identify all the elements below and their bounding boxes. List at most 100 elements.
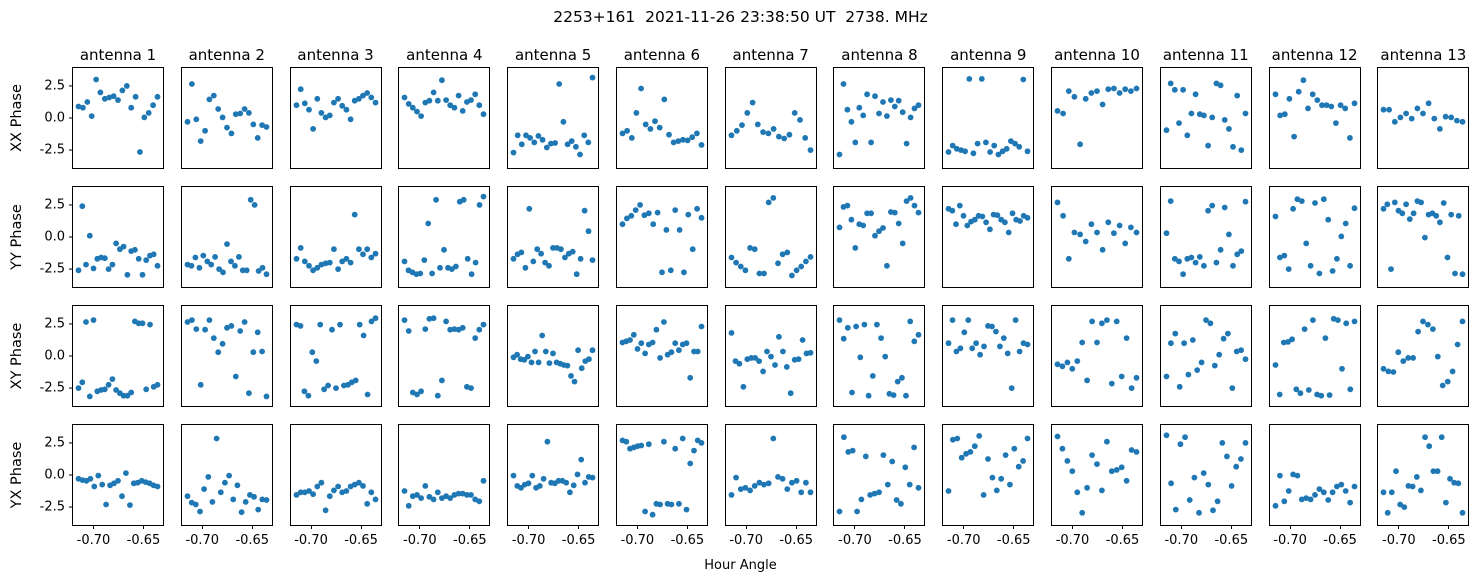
- scatter-points: [69, 317, 161, 400]
- y-axis-label-row1: XX Phase: [9, 84, 25, 152]
- y-tick-label: -2.5: [39, 380, 65, 396]
- x-tick-label: -0.70: [511, 533, 546, 548]
- scatter-points: [728, 195, 814, 279]
- scatter-points: [837, 434, 922, 529]
- scatter-points: [1380, 318, 1466, 389]
- scatter-points: [1054, 317, 1140, 391]
- y-axis-label-row2: YY Phase: [9, 204, 25, 270]
- x-tick-label: -0.65: [561, 533, 596, 548]
- scatter-points: [1272, 471, 1357, 529]
- scatter-points: [728, 435, 814, 529]
- panel-title-col12: antenna 12: [1271, 46, 1358, 64]
- scatter-panel-yy-antenna9: [942, 186, 1035, 288]
- scatter-points: [619, 85, 705, 148]
- x-tick-label: -0.70: [1382, 533, 1416, 548]
- panel-title-col1: antenna 1: [79, 46, 157, 64]
- scatter-panel-xy-antenna12: [1268, 305, 1361, 407]
- scatter-panel-yx-antenna13: [1377, 424, 1470, 529]
- scatter-points: [945, 202, 1031, 236]
- scatter-points: [1272, 196, 1357, 277]
- scatter-panel-xy-antenna6: [615, 305, 708, 407]
- scatter-panel-yx-antenna12: [1268, 424, 1361, 529]
- x-tick-label: -0.65: [235, 533, 270, 548]
- scatter-panel-xx-antenna6: [615, 67, 708, 169]
- x-tick-label: -0.65: [1323, 533, 1357, 548]
- scatter-points: [728, 330, 814, 397]
- scatter-panel-xy-antenna3: [289, 305, 382, 407]
- x-tick-label: -0.65: [1105, 533, 1140, 548]
- y-tick-label: 2.5: [44, 78, 65, 94]
- scatter-points: [1054, 85, 1140, 148]
- y-tick-label: 0.0: [44, 348, 65, 364]
- scatter-panel-xx-antenna8: [833, 67, 926, 169]
- scatter-panel-xx-antenna10: [1051, 67, 1144, 169]
- scatter-points: [1380, 100, 1466, 132]
- scatter-points: [510, 332, 596, 385]
- scatter-panel-yx-antenna3: [289, 424, 382, 529]
- x-axis-label: Hour Angle: [704, 558, 777, 573]
- scatter-panel-xy-antenna9: [942, 305, 1035, 407]
- y-axis-label-row4: YX Phase: [9, 441, 25, 509]
- scatter-panel-yy-antenna4: [398, 186, 491, 288]
- y-tick-label: 0.0: [44, 110, 65, 126]
- scatter-panel-xy-antenna13: [1377, 305, 1470, 407]
- scatter-points: [1380, 434, 1466, 529]
- scatter-points: [184, 317, 270, 400]
- y-tick-label: 2.5: [44, 435, 65, 451]
- scatter-panel-xy-antenna8: [833, 305, 926, 407]
- scatter-points: [401, 477, 487, 529]
- y-tick-label: 2.5: [44, 197, 65, 213]
- scatter-panel-xx-antenna12: [1268, 67, 1361, 169]
- x-tick-label: -0.65: [670, 533, 705, 548]
- y-tick-label: 0.0: [44, 229, 65, 245]
- x-tick-label: -0.70: [76, 533, 111, 548]
- x-tick-label: -0.70: [729, 533, 763, 548]
- panel-title-col6: antenna 6: [623, 46, 701, 64]
- x-tick-label: -0.65: [888, 533, 922, 548]
- scatter-panel-yy-antenna6: [615, 186, 708, 288]
- y-tick-label: 2.5: [44, 316, 65, 332]
- scatter-points: [1272, 315, 1357, 399]
- scatter-points: [1380, 198, 1466, 278]
- scatter-panel-xy-antenna11: [1159, 305, 1252, 407]
- x-tick-label: -0.70: [838, 533, 872, 548]
- y-tick-label: -2.5: [39, 261, 65, 277]
- panel-title-col10: antenna 10: [1054, 46, 1140, 64]
- x-tick-label: -0.65: [344, 533, 378, 548]
- scatter-panel-yx-antenna2: [180, 424, 273, 529]
- scatter-panel-yx-antenna8: [833, 424, 926, 529]
- scatter-panel-yy-antenna2: [180, 186, 273, 288]
- scatter-points: [1272, 77, 1357, 141]
- scatter-panel-yy-antenna10: [1051, 186, 1144, 288]
- x-tick-label: -0.70: [1055, 533, 1090, 548]
- scatter-panel-yx-antenna7: [724, 424, 817, 529]
- y-tick-label: 0.0: [44, 467, 65, 483]
- scatter-panel-yy-antenna7: [724, 186, 817, 288]
- x-tick-label: -0.70: [403, 533, 437, 548]
- x-tick-label: -0.70: [185, 533, 220, 548]
- x-tick-label: -0.65: [779, 533, 813, 548]
- scatter-panel-xx-antenna13: [1377, 67, 1470, 169]
- y-tick-label: -2.5: [39, 499, 65, 515]
- scatter-points: [293, 211, 378, 274]
- scatter-points: [69, 203, 161, 278]
- scatter-points: [1163, 198, 1249, 278]
- scatter-panel-xx-antenna7: [724, 67, 817, 169]
- x-tick-label: -0.70: [946, 533, 981, 548]
- scatter-points: [510, 74, 596, 158]
- panel-title-col9: antenna 9: [950, 46, 1027, 64]
- y-axis-label-row3: XY Phase: [9, 322, 25, 390]
- scatter-panel-yy-antenna3: [289, 186, 382, 288]
- y-tick-label: -2.5: [39, 142, 65, 158]
- scatter-panel-yx-antenna10: [1051, 424, 1144, 529]
- scatter-points: [401, 315, 487, 399]
- scatter-points: [510, 438, 596, 529]
- scatter-points: [837, 317, 922, 399]
- scatter-panel-yx-antenna1: [69, 424, 164, 529]
- x-tick-label: -0.70: [1164, 533, 1199, 548]
- scatter-points: [619, 319, 705, 381]
- scatter-points: [293, 86, 378, 132]
- scatter-panel-xx-antenna5: [507, 67, 600, 169]
- scatter-panel-yy-antenna5: [507, 186, 600, 288]
